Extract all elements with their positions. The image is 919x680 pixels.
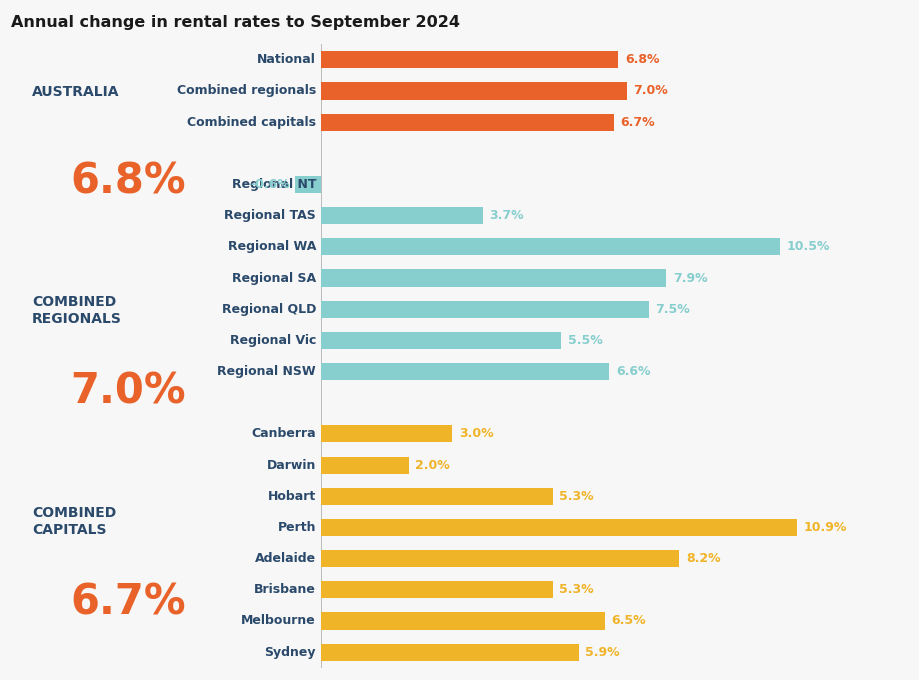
Text: Regional Vic: Regional Vic	[230, 334, 316, 347]
Text: 6.7%: 6.7%	[71, 581, 186, 624]
Text: Combined regionals: Combined regionals	[176, 84, 316, 97]
Text: Regional QLD: Regional QLD	[221, 303, 316, 316]
Text: 7.0%: 7.0%	[633, 84, 667, 97]
Bar	[321, 456, 408, 474]
Bar	[321, 550, 678, 567]
Bar	[321, 207, 482, 224]
Bar	[321, 643, 578, 661]
Text: Melbourne: Melbourne	[241, 615, 316, 628]
Text: Regional NT: Regional NT	[232, 178, 316, 191]
Bar	[321, 82, 626, 99]
Bar	[321, 301, 648, 318]
Text: 7.5%: 7.5%	[654, 303, 689, 316]
Text: 7.0%: 7.0%	[71, 371, 186, 413]
Text: Combined capitals: Combined capitals	[187, 116, 316, 129]
Text: Annual change in rental rates to September 2024: Annual change in rental rates to Septemb…	[11, 15, 460, 30]
Bar	[321, 488, 552, 505]
Text: AUSTRALIA: AUSTRALIA	[32, 85, 119, 99]
Text: 5.3%: 5.3%	[559, 490, 594, 503]
Text: 10.5%: 10.5%	[786, 240, 829, 254]
Bar	[295, 176, 321, 193]
Text: 8.2%: 8.2%	[686, 552, 720, 565]
Bar	[321, 332, 561, 349]
Text: Regional WA: Regional WA	[227, 240, 316, 254]
Bar	[321, 363, 608, 380]
Text: Perth: Perth	[278, 521, 316, 534]
Text: Brisbane: Brisbane	[254, 583, 316, 596]
Text: 6.8%: 6.8%	[624, 53, 659, 66]
Text: 5.9%: 5.9%	[584, 646, 619, 659]
Bar	[321, 238, 779, 256]
Text: Sydney: Sydney	[265, 646, 316, 659]
Bar	[321, 269, 665, 286]
Text: 2.0%: 2.0%	[414, 458, 449, 472]
Text: 7.9%: 7.9%	[672, 271, 707, 284]
Text: Regional TAS: Regional TAS	[224, 209, 316, 222]
Text: Hobart: Hobart	[267, 490, 316, 503]
Text: Darwin: Darwin	[267, 458, 316, 472]
Text: -0.6%: -0.6%	[250, 178, 289, 191]
Text: COMBINED
CAPITALS: COMBINED CAPITALS	[32, 506, 117, 537]
Text: 10.9%: 10.9%	[803, 521, 846, 534]
Bar	[321, 114, 613, 131]
Bar	[321, 613, 605, 630]
Text: 6.5%: 6.5%	[611, 615, 645, 628]
Text: Canberra: Canberra	[251, 428, 316, 441]
Bar	[321, 51, 618, 69]
Bar	[321, 581, 552, 598]
Bar	[321, 519, 797, 536]
Text: 6.6%: 6.6%	[616, 365, 650, 378]
Text: 5.5%: 5.5%	[567, 334, 602, 347]
Text: Regional NSW: Regional NSW	[217, 365, 316, 378]
Text: Regional SA: Regional SA	[232, 271, 316, 284]
Bar	[321, 426, 452, 443]
Text: 3.0%: 3.0%	[459, 428, 493, 441]
Text: 3.7%: 3.7%	[489, 209, 524, 222]
Text: Adelaide: Adelaide	[255, 552, 316, 565]
Text: 6.8%: 6.8%	[71, 160, 186, 202]
Text: National: National	[257, 53, 316, 66]
Text: 5.3%: 5.3%	[559, 583, 594, 596]
Text: 6.7%: 6.7%	[619, 116, 654, 129]
Text: COMBINED
REGIONALS: COMBINED REGIONALS	[32, 295, 122, 326]
